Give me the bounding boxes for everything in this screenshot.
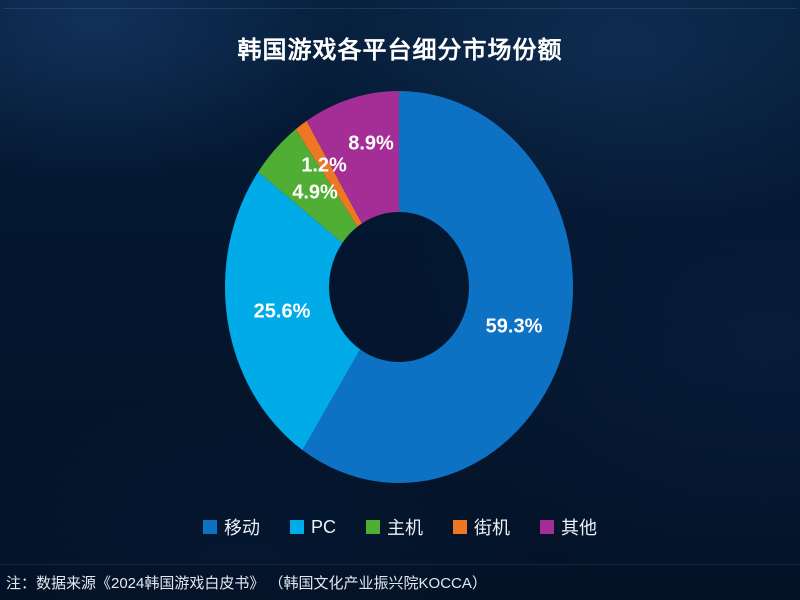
legend-item-arcade: 街机 xyxy=(453,514,510,540)
legend-label-pc: PC xyxy=(310,516,336,537)
slice-other xyxy=(306,91,399,224)
chart-title: 韩国游戏各平台细分市场份额 xyxy=(237,37,563,64)
legend-item-mobile: 移动 xyxy=(202,514,260,540)
slice-mobile xyxy=(302,91,574,483)
legend-swatch-console xyxy=(366,520,380,534)
legend-swatch-other xyxy=(540,520,554,534)
legend-label-console: 主机 xyxy=(387,518,423,538)
legend-label-arcade: 街机 xyxy=(474,518,510,538)
legend-label-mobile: 移动 xyxy=(223,518,260,538)
slice-value-label-mobile: 59.3% xyxy=(485,315,543,338)
legend: 移动 PC 主机 街机 其他 xyxy=(0,514,800,540)
legend-label-other: 其他 xyxy=(561,518,597,538)
slice-value-label-console: 4.9% xyxy=(292,181,338,204)
legend-swatch-mobile xyxy=(202,520,217,534)
slice-value-label-pc: 25.6% xyxy=(253,300,311,323)
top-hairline xyxy=(3,8,797,9)
slice-value-label-arcade: 1.2% xyxy=(301,154,347,177)
legend-swatch-pc xyxy=(289,520,304,534)
slice-console xyxy=(258,129,358,243)
legend-item-other: 其他 xyxy=(540,514,597,540)
slice-arcade xyxy=(295,120,362,227)
slice-pc xyxy=(224,171,361,451)
source-note-bar: 注：数据来源《2024韩国游戏白皮书》 （韩国文化产业振兴院KOCCA） xyxy=(0,564,800,600)
legend-item-pc: PC xyxy=(289,516,336,538)
legend-swatch-arcade xyxy=(453,520,467,534)
legend-item-console: 主机 xyxy=(366,514,423,540)
slice-value-label-other: 8.9% xyxy=(348,132,394,155)
source-note: 注：数据来源《2024韩国游戏白皮书》 （韩国文化产业振兴院KOCCA） xyxy=(6,575,487,592)
